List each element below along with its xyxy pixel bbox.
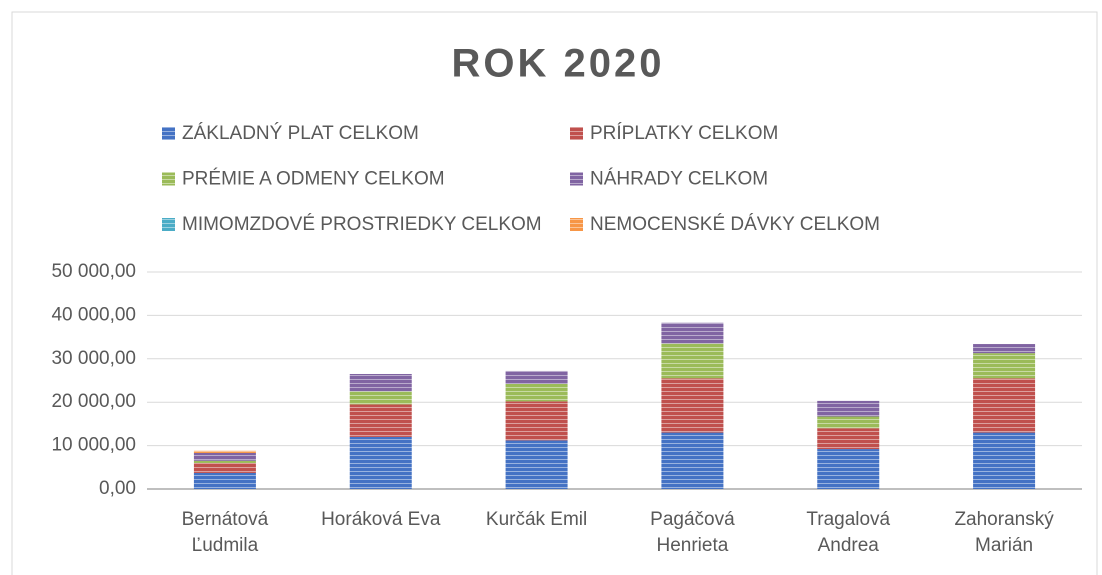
x-tick-label: Bernátová Ľudmila <box>181 509 269 556</box>
legend-swatch <box>570 127 583 140</box>
y-tick-label: 0,00 <box>99 478 136 499</box>
y-tick-label: 30 000,00 <box>51 348 136 369</box>
x-tick-label: Kurčák Emil <box>485 509 588 530</box>
legend-label: NEMOCENSKÉ DÁVKY CELKOM <box>590 214 880 235</box>
bar-segment <box>193 462 256 473</box>
legend-label: PRÉMIE A ODMENY CELKOM <box>182 169 445 190</box>
bar-segment <box>661 432 724 489</box>
bar-segment <box>817 400 880 417</box>
legend-swatch <box>162 127 175 140</box>
x-tick-label: Zahoranský Marián <box>954 509 1054 556</box>
legend-label: MIMOMZDOVÉ PROSTRIEDKY CELKOM <box>182 214 542 235</box>
bar-segment <box>505 370 568 384</box>
legend-swatch <box>162 218 175 231</box>
bar-segment <box>973 432 1036 489</box>
bar-segment <box>349 391 412 405</box>
bar-segment <box>193 452 256 461</box>
legend-label: PRÍPLATKY CELKOM <box>590 123 778 144</box>
bar-segment <box>193 460 256 463</box>
y-tick-label: 40 000,00 <box>51 304 136 325</box>
chart-title: ROK 2020 <box>452 42 665 86</box>
bar-segment <box>505 401 568 441</box>
legend-label: ZÁKLADNÝ PLAT CELKOM <box>182 123 419 144</box>
bar-segment <box>817 416 880 429</box>
bar-segment <box>973 353 1036 379</box>
bar-segment <box>973 344 1036 354</box>
bar-segment <box>817 428 880 450</box>
bar-segment <box>973 378 1036 433</box>
bar-segment <box>193 472 256 489</box>
bar-segment <box>661 322 724 344</box>
bar-segment <box>349 436 412 489</box>
x-tick-label: Horáková Eva <box>321 509 441 530</box>
legend-swatch <box>570 218 583 231</box>
legend-label: NÁHRADY CELKOM <box>590 169 768 190</box>
chart-border <box>11 11 1098 575</box>
bar-segment <box>349 404 412 437</box>
y-tick-label: 50 000,00 <box>51 261 136 282</box>
legend-swatch <box>570 172 583 186</box>
bar-segment <box>349 373 412 392</box>
bar-segment <box>193 450 256 453</box>
x-tick-label: Tragalová Andrea <box>806 509 891 556</box>
x-tick-label: Pagáčová Henrieta <box>650 509 735 556</box>
y-tick-label: 10 000,00 <box>51 435 136 456</box>
bar-segment <box>817 449 880 489</box>
bar-segment <box>505 383 568 402</box>
bar-segment <box>505 440 568 489</box>
legend-swatch <box>162 172 175 186</box>
bar-segment <box>661 378 724 433</box>
y-tick-label: 20 000,00 <box>51 391 136 412</box>
bar-segment <box>661 343 724 379</box>
